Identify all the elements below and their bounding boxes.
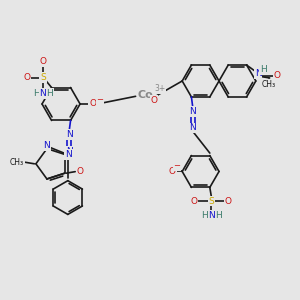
Text: H: H: [260, 65, 267, 74]
Text: 3+: 3+: [154, 84, 166, 93]
Text: N: N: [40, 89, 46, 98]
Text: N: N: [208, 211, 215, 220]
Text: N: N: [190, 107, 196, 116]
Text: Co: Co: [137, 90, 153, 100]
Text: O: O: [169, 167, 176, 176]
Text: O: O: [225, 197, 232, 206]
Text: O: O: [40, 57, 46, 66]
Text: H: H: [215, 211, 221, 220]
Text: O: O: [23, 73, 31, 82]
Text: H: H: [33, 89, 40, 98]
Text: −: −: [173, 161, 180, 170]
Text: O: O: [190, 197, 197, 206]
Text: N: N: [66, 147, 72, 156]
Text: O: O: [89, 100, 96, 109]
Text: N: N: [66, 130, 72, 139]
Text: S: S: [208, 197, 214, 206]
Text: S: S: [40, 73, 46, 82]
Text: H: H: [46, 89, 53, 98]
Text: O: O: [151, 95, 158, 104]
Text: N: N: [255, 69, 262, 78]
Text: −: −: [96, 95, 103, 104]
Text: CH₃: CH₃: [262, 80, 276, 88]
Text: O: O: [76, 167, 84, 176]
Text: CH₃: CH₃: [10, 158, 24, 167]
Text: H: H: [201, 211, 208, 220]
Text: N: N: [190, 123, 196, 132]
Text: O: O: [274, 71, 281, 80]
Text: N: N: [44, 141, 50, 150]
Text: N: N: [65, 150, 72, 159]
